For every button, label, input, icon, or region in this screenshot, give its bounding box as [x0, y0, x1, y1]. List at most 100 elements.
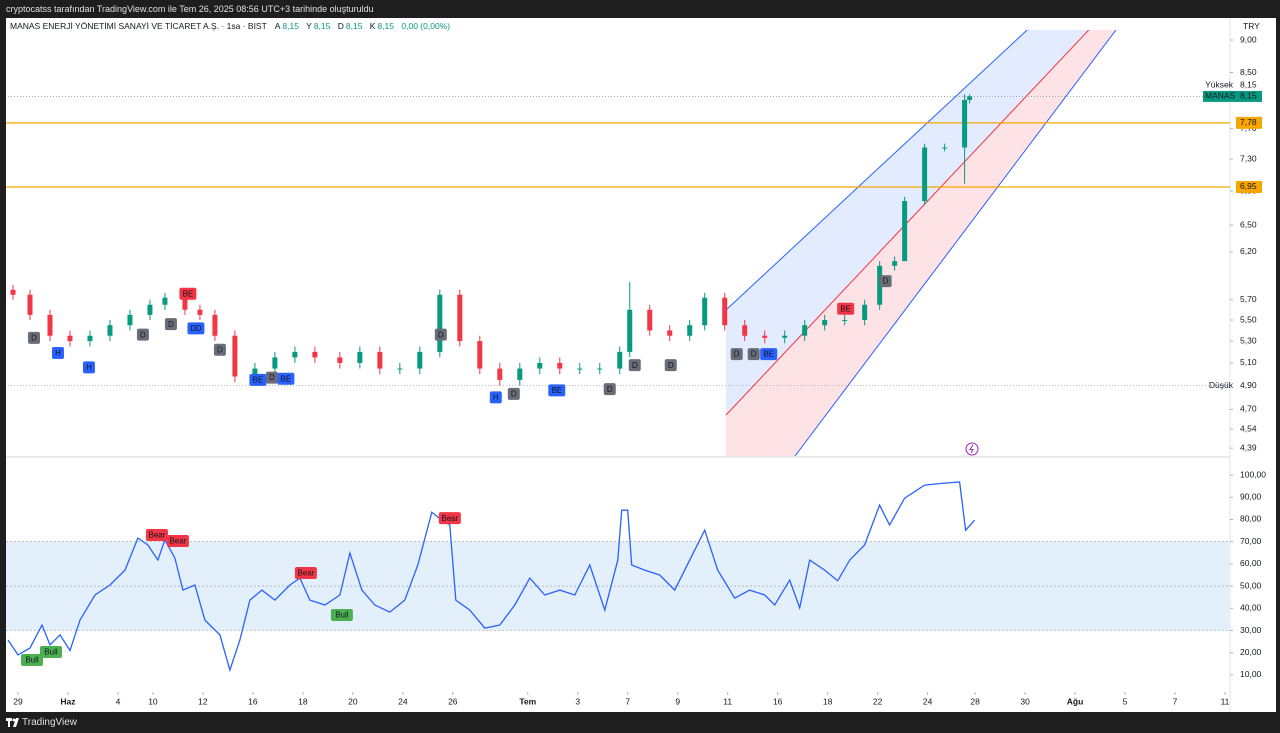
y-tick-label: 4,39	[1240, 442, 1257, 452]
candle-body	[802, 325, 808, 336]
candle-body	[877, 265, 883, 305]
candle-body	[667, 330, 673, 336]
x-tick-label: 26	[448, 696, 458, 706]
signal-label	[548, 384, 566, 397]
signal-label	[20, 654, 43, 667]
candle-body	[337, 357, 343, 363]
ohlc-value: 8,15	[313, 21, 331, 31]
signal-text: D	[217, 345, 223, 354]
candle-body	[397, 368, 403, 370]
signal-label	[664, 359, 677, 372]
x-tick-label: 10	[148, 696, 158, 706]
x-tick-label: 11	[1221, 696, 1230, 706]
ohlc-label: A	[274, 21, 281, 31]
x-tick-label: 29	[13, 696, 23, 706]
x-tick-label: 24	[398, 696, 408, 706]
y-tick-label: 50,00	[1240, 580, 1262, 590]
candle-body	[557, 362, 563, 369]
x-tick-label: 20	[348, 696, 358, 706]
signal-text: H	[86, 363, 92, 372]
candle-body	[232, 335, 238, 377]
signal-text: Bear	[148, 531, 165, 540]
change: 0,00 (0,00%)	[401, 21, 451, 31]
x-tick-label: 5	[1123, 696, 1128, 706]
signal-text: D	[31, 333, 37, 342]
signal-text: Bear	[441, 514, 458, 523]
y-tick-label: 4,70	[1240, 404, 1257, 414]
signal-label	[179, 287, 197, 300]
candle-body	[477, 341, 483, 369]
signal-text: Bull	[44, 648, 58, 657]
level-badge	[1236, 180, 1262, 193]
signal-label	[164, 318, 177, 331]
candle-body	[87, 335, 93, 342]
candle-body	[457, 294, 463, 342]
candle-body	[357, 351, 363, 363]
candle-body	[967, 96, 973, 100]
x-tick-label: 30	[1020, 696, 1030, 706]
x-tick-label: 22	[873, 696, 883, 706]
y-tick-label: 70,00	[1240, 536, 1262, 546]
candle-body	[922, 147, 928, 202]
y-tick-label: 10,00	[1240, 669, 1262, 679]
brand: TradingView	[22, 717, 78, 728]
y-tick-label: 6,20	[1240, 246, 1257, 256]
candle-body	[962, 99, 968, 148]
y-tick-label: 5,50	[1240, 314, 1257, 324]
signal-text: BE	[763, 350, 774, 359]
signal-text: D	[269, 373, 275, 382]
candle-body	[842, 320, 848, 322]
candle-body	[892, 261, 898, 266]
signal-text: Bear	[169, 537, 186, 546]
price-badge	[1236, 90, 1262, 102]
brand-logo	[6, 718, 19, 727]
channel-line	[725, 30, 1090, 416]
x-tick-label: Tem	[519, 696, 536, 706]
x-tick-label: 24	[923, 696, 933, 706]
signal-text: D	[734, 350, 740, 359]
signal-text: Bear	[297, 569, 314, 578]
candle-body	[212, 314, 218, 336]
channel-line	[794, 30, 1117, 456]
price-badge-value: 8,15	[1240, 80, 1257, 90]
x-tick-label: 3	[575, 696, 580, 706]
event-icon-bolt	[969, 444, 974, 454]
signal-label	[837, 302, 855, 315]
candle-body	[417, 351, 423, 369]
signal-label	[603, 383, 616, 396]
candle-body	[702, 297, 708, 326]
level-badge	[1236, 116, 1262, 129]
price-badge	[1203, 90, 1236, 102]
candle-body	[722, 297, 728, 326]
y-tick-label: 60,00	[1240, 558, 1262, 568]
y-tick-label: 4,54	[1240, 423, 1257, 433]
candle-body	[272, 357, 278, 369]
y-tick-label: 80,00	[1240, 514, 1262, 524]
signal-text: D	[632, 361, 638, 370]
y-tick-label: 5,70	[1240, 294, 1257, 304]
x-tick-label: 7	[1173, 696, 1178, 706]
signal-text: BE	[840, 304, 851, 313]
signal-label	[213, 343, 226, 356]
signal-text: D	[168, 320, 174, 329]
candle-body	[27, 294, 33, 315]
symbol-header: MANAS ENERJİ YÖNETİMİ SANAYİ VE TİCARET …	[10, 21, 455, 31]
candle-body	[437, 294, 443, 352]
ohlc-value: 8,15	[345, 21, 363, 31]
candle-body	[687, 325, 693, 336]
x-tick-label: 18	[823, 696, 833, 706]
candle-body	[47, 314, 53, 336]
signal-label	[145, 529, 168, 542]
brand-bar: TradingView	[0, 712, 1280, 733]
signal-label	[166, 535, 189, 548]
signal-label	[438, 512, 461, 525]
candle-body	[577, 368, 583, 370]
y-tick-label: 9,00	[1240, 34, 1257, 44]
signal-label	[294, 567, 317, 580]
ohlc-label: D	[337, 21, 344, 31]
signal-label	[330, 608, 353, 621]
y-tick-label: 7,30	[1240, 153, 1257, 163]
candle-body	[377, 351, 383, 369]
signal-text: H	[493, 393, 499, 402]
